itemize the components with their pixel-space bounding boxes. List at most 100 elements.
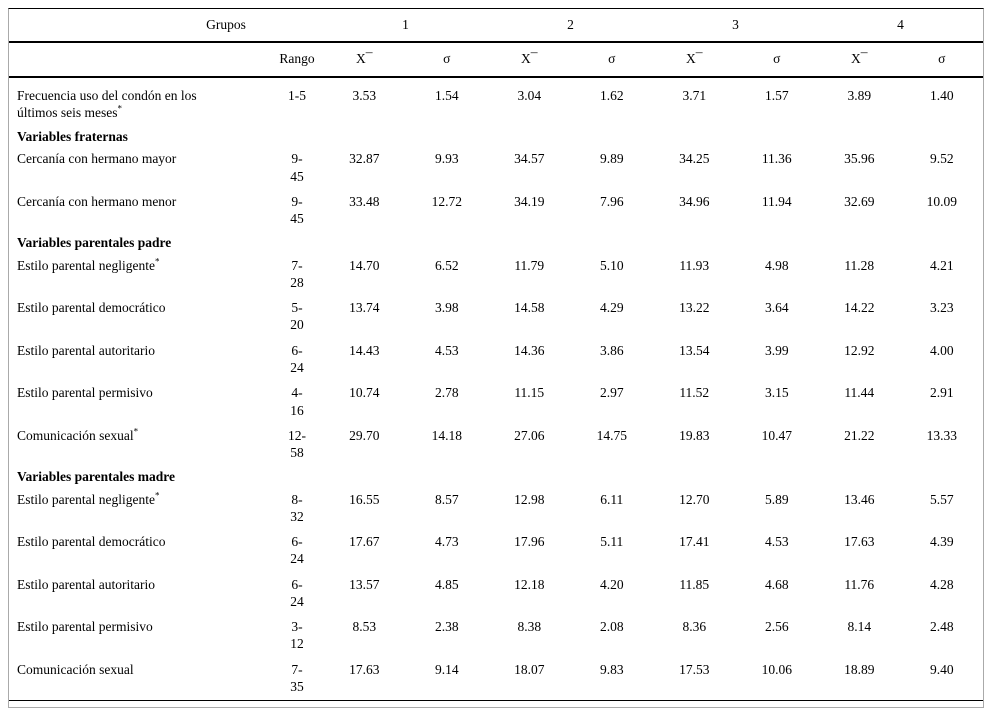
value-cell: 11.79 xyxy=(514,257,545,273)
row-label-cell: Cercanía con hermano mayor xyxy=(9,147,271,190)
rango-line2: 24 xyxy=(290,593,304,609)
value-cell: 5.11 xyxy=(600,534,624,550)
sd-header-g2: σ xyxy=(570,42,653,78)
row-label: Frecuencia uso del condón en los últimos… xyxy=(17,87,197,120)
value-cell: 10.74 xyxy=(349,385,380,401)
sd-header-g4: σ xyxy=(900,42,983,78)
value-cell: 18.07 xyxy=(514,661,545,677)
row-label-cell: Estilo parental autoritario xyxy=(9,339,271,382)
value-cell: 13.54 xyxy=(679,342,710,358)
value-cell: 2.48 xyxy=(929,619,954,635)
value-cell: 3.23 xyxy=(929,300,954,316)
rango-cell: 9- 45 xyxy=(271,147,323,190)
row-label-cell: Estilo parental permisivo xyxy=(9,615,271,658)
sd-header-g1: σ xyxy=(405,42,488,78)
table-row: Estilo parental democrático 5- 20 13.74 … xyxy=(9,296,983,339)
value-cell: 4.53 xyxy=(764,534,789,550)
value-cell: 4.39 xyxy=(929,534,954,550)
rango-cell: 5- 20 xyxy=(271,296,323,339)
value-cell: 8.14 xyxy=(847,619,872,635)
rango-line2: 16 xyxy=(290,402,304,418)
group-4-header: 4 xyxy=(818,9,983,44)
section-label: Variables fraternas xyxy=(17,129,128,145)
value-cell: 21.22 xyxy=(844,427,875,443)
value-cell: 14.75 xyxy=(596,427,627,443)
value-cell: 9.40 xyxy=(929,661,954,677)
value-cell: 6.52 xyxy=(434,257,459,273)
rango-cell: 7- 28 xyxy=(271,254,323,297)
value-cell: 4.85 xyxy=(434,576,459,592)
table-body: Frecuencia uso del condón en los últimos… xyxy=(9,77,983,701)
rango-cell: 9- 45 xyxy=(271,190,323,233)
row-label: Estilo parental negligente xyxy=(17,491,155,507)
value-cell: 35.96 xyxy=(844,151,875,167)
value-cell: 11.15 xyxy=(514,385,545,401)
grupos-header: Grupos xyxy=(9,9,323,44)
value-cell: 32.87 xyxy=(349,151,380,167)
rango-line1: 1-5 xyxy=(288,87,306,103)
value-cell: 4.21 xyxy=(929,257,954,273)
value-cell: 5.57 xyxy=(929,491,954,507)
table-row: Estilo parental autoritario 6- 24 13.57 … xyxy=(9,573,983,616)
value-cell: 17.63 xyxy=(349,661,380,677)
rango-line1: 7- xyxy=(291,257,303,273)
row-label-cell: Estilo parental democrático xyxy=(9,296,271,339)
stat-header-row: Rango X¯ σ X¯ σ X¯ σ X¯ σ xyxy=(9,42,983,78)
value-cell: 11.28 xyxy=(844,257,875,273)
rango-line2: 58 xyxy=(290,445,304,461)
row-label: Estilo parental democrático xyxy=(17,300,166,316)
value-cell: 11.85 xyxy=(679,576,710,592)
value-cell: 10.47 xyxy=(761,427,792,443)
value-cell: 4.20 xyxy=(599,576,624,592)
value-cell: 12.72 xyxy=(431,193,462,209)
value-cell: 8.57 xyxy=(434,491,459,507)
section-row: Variables parentales padre xyxy=(9,232,983,253)
value-cell: 14.58 xyxy=(514,300,545,316)
value-cell: 9.83 xyxy=(599,661,624,677)
value-cell: 17.41 xyxy=(679,534,710,550)
value-cell: 34.57 xyxy=(514,151,545,167)
value-cell: 3.99 xyxy=(764,342,789,358)
value-cell: 13.74 xyxy=(349,300,380,316)
value-cell: 3.89 xyxy=(847,87,872,103)
value-cell: 14.36 xyxy=(514,342,545,358)
value-cell: 2.97 xyxy=(599,385,624,401)
value-cell: 3.15 xyxy=(764,385,789,401)
value-cell: 11.93 xyxy=(679,257,710,273)
row-label-cell: Estilo parental negligente* xyxy=(9,488,271,531)
value-cell: 3.71 xyxy=(682,87,707,103)
value-cell: 29.70 xyxy=(349,427,380,443)
value-cell: 9.93 xyxy=(434,151,459,167)
value-cell: 5.10 xyxy=(599,257,624,273)
row-label-cell: Estilo parental permisivo xyxy=(9,381,271,424)
table-row: Estilo parental autoritario 6- 24 14.43 … xyxy=(9,339,983,382)
row-label: Estilo parental negligente xyxy=(17,257,155,273)
value-cell: 2.38 xyxy=(434,619,459,635)
rango-line1: 3- xyxy=(291,619,303,635)
value-cell: 10.09 xyxy=(926,193,957,209)
group-2-header: 2 xyxy=(488,9,653,44)
rango-line2: 45 xyxy=(290,168,304,184)
rango-line2: 35 xyxy=(290,678,304,694)
group-header-row: Grupos 1 2 3 4 xyxy=(9,9,983,44)
value-cell: 3.64 xyxy=(764,300,789,316)
value-cell: 19.83 xyxy=(679,427,710,443)
row-note: * xyxy=(133,426,139,437)
section-label: Variables parentales padre xyxy=(17,235,172,251)
value-cell: 9.14 xyxy=(434,661,459,677)
rango-line2: 28 xyxy=(290,274,304,290)
rango-line2: 45 xyxy=(290,211,304,227)
value-cell: 9.89 xyxy=(599,151,624,167)
rango-cell: 7- 35 xyxy=(271,658,323,701)
mean-header-g2: X¯ xyxy=(488,42,571,78)
row-note: * xyxy=(117,103,123,114)
value-cell: 34.96 xyxy=(679,193,710,209)
value-cell: 13.22 xyxy=(679,300,710,316)
statistics-table-frame: Grupos 1 2 3 4 Rango X¯ σ X¯ σ X¯ σ X¯ σ xyxy=(8,8,984,709)
table-row: Estilo parental permisivo 4- 16 10.74 2.… xyxy=(9,381,983,424)
value-cell: 2.56 xyxy=(764,619,789,635)
value-cell: 27.06 xyxy=(514,427,545,443)
value-cell: 3.86 xyxy=(599,342,624,358)
value-cell: 17.53 xyxy=(679,661,710,677)
value-cell: 12.70 xyxy=(679,491,710,507)
